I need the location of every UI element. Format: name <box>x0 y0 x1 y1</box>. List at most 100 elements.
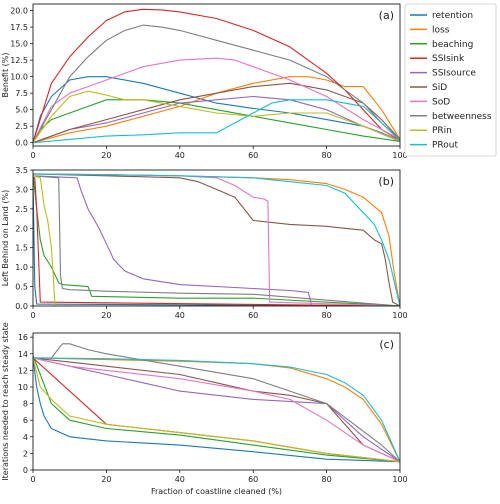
legend-item: PRin <box>410 126 452 136</box>
y-tick-label: 12 <box>18 366 28 375</box>
y-tick-label: 0.5 <box>15 283 28 292</box>
y-tick-label: 2.5 <box>15 122 28 131</box>
x-tick-label: 20 <box>101 151 111 160</box>
y-tick-label: 20.0 <box>10 7 28 16</box>
legend-label: SoD <box>432 97 450 107</box>
y-tick-label: 0.0 <box>15 302 28 311</box>
panel-frame <box>32 169 401 307</box>
y-tick-label: 1.0 <box>15 263 28 272</box>
y-axis-label: Left Behind on Land (%) <box>1 190 10 286</box>
y-axis-label: Iterations needed to reach steady state <box>1 322 10 481</box>
y-tick-label: 2.5 <box>15 205 28 214</box>
y-tick-label: 7.5 <box>15 89 28 98</box>
x-tick-label: 80 <box>322 475 332 484</box>
series-line-SoD <box>33 57 400 143</box>
y-tick-label: 10 <box>18 383 28 392</box>
legend-label: PRin <box>432 126 452 136</box>
x-tick-label: 80 <box>322 311 332 320</box>
series-group <box>33 343 400 463</box>
panel-frame <box>32 3 401 147</box>
y-tick-label: 12.5 <box>10 56 28 65</box>
series-line-betweenness <box>33 175 400 306</box>
series-line-loss <box>33 357 400 462</box>
series-group <box>33 8 400 144</box>
x-tick-label: 60 <box>248 311 258 320</box>
series-line-PRout <box>33 173 400 306</box>
x-tick-label: 60 <box>248 475 258 484</box>
series-line-betweenness <box>33 343 400 463</box>
legend-item: PRout <box>410 141 458 151</box>
panel-1: 0.0 2.5 5.0 7.5 10.0 12.5 15.0 17.5 20.0 0 20 40 60 8… <box>1 3 408 160</box>
series-line-PRin <box>33 175 400 306</box>
series-line-beaching <box>33 173 400 306</box>
series-group <box>33 173 400 306</box>
y-tick-label: 1.5 <box>15 244 28 253</box>
y-tick-label: 6 <box>23 416 28 425</box>
x-axis-label: Fraction of coastline cleaned (%) <box>151 487 282 496</box>
x-tick-label: 80 <box>322 151 332 160</box>
legend-item: loss <box>410 25 450 35</box>
legend-label: SSIsink <box>432 54 465 64</box>
x-tick-label: 0 <box>30 151 35 160</box>
legend-label: betweenness <box>432 112 492 122</box>
legend-label: PRout <box>432 141 458 151</box>
x-tick-label: 40 <box>175 475 185 484</box>
series-line-SSIsource <box>33 175 400 306</box>
y-tick-label: 2.0 <box>15 224 28 233</box>
y-tick-label: 5.0 <box>15 106 28 115</box>
series-line-SoD <box>33 357 400 463</box>
legend-item: SiD <box>410 83 447 93</box>
y-tick-label: 3.0 <box>15 185 28 194</box>
x-tick-label: 100 <box>392 151 407 160</box>
legend-label: SSIsource <box>432 69 476 79</box>
y-tick-label: 3.5 <box>15 166 28 175</box>
legend: retention loss beaching SSIsink SSIsource SiD… <box>404 3 497 157</box>
legend-item: retention <box>410 11 473 21</box>
series-line-loss <box>33 76 400 144</box>
legend-item: betweenness <box>410 112 492 122</box>
y-tick-label: 17.5 <box>10 23 28 32</box>
series-line-SiD <box>33 357 400 463</box>
panel-label: (c) <box>379 338 394 351</box>
series-line-betweenness <box>33 24 400 143</box>
y-tick-label: 4 <box>23 433 28 442</box>
y-tick-label: 15.0 <box>10 40 28 49</box>
series-line-beaching <box>33 99 400 143</box>
x-tick-label: 100 <box>392 311 407 320</box>
legend-label: loss <box>432 25 450 35</box>
x-tick-label: 20 <box>101 475 111 484</box>
panel-3: 0 2 4 6 8 10 12 14 16 0 20 40 60 80 100 (c) Iterations n… <box>1 322 408 496</box>
panel-label: (b) <box>378 175 394 188</box>
x-tick-label: 40 <box>175 311 185 320</box>
legend-label: SiD <box>432 83 447 93</box>
y-tick-label: 8 <box>23 400 28 409</box>
legend-item: SSIsource <box>410 69 476 79</box>
y-axis-label: Benefit (%) <box>1 53 10 98</box>
panel-label: (a) <box>379 9 394 22</box>
legend-label: retention <box>432 11 473 21</box>
series-line-SSIsource <box>33 95 400 144</box>
series-line-retention <box>33 181 400 306</box>
x-tick-label: 60 <box>248 151 258 160</box>
series-line-PRout <box>33 99 400 144</box>
y-tick-label: 10.0 <box>10 73 28 82</box>
series-line-PRin <box>33 90 400 144</box>
x-tick-label: 100 <box>392 475 407 484</box>
x-tick-label: 20 <box>101 311 111 320</box>
legend-item: SoD <box>410 97 450 107</box>
series-line-retention <box>33 76 400 143</box>
x-tick-label: 0 <box>30 311 35 320</box>
series-line-retention <box>33 357 400 463</box>
series-line-beaching <box>33 355 400 463</box>
series-line-SSIsink <box>33 8 400 143</box>
series-line-SiD <box>33 173 400 306</box>
series-line-PRout <box>33 357 400 462</box>
legend-item: beaching <box>410 40 473 50</box>
y-tick-label: 2 <box>23 449 28 458</box>
series-line-PRin <box>33 357 400 463</box>
series-line-SSIsink <box>33 177 400 306</box>
series-line-SSIsource <box>33 357 400 463</box>
y-tick-label: 0 <box>23 466 28 475</box>
